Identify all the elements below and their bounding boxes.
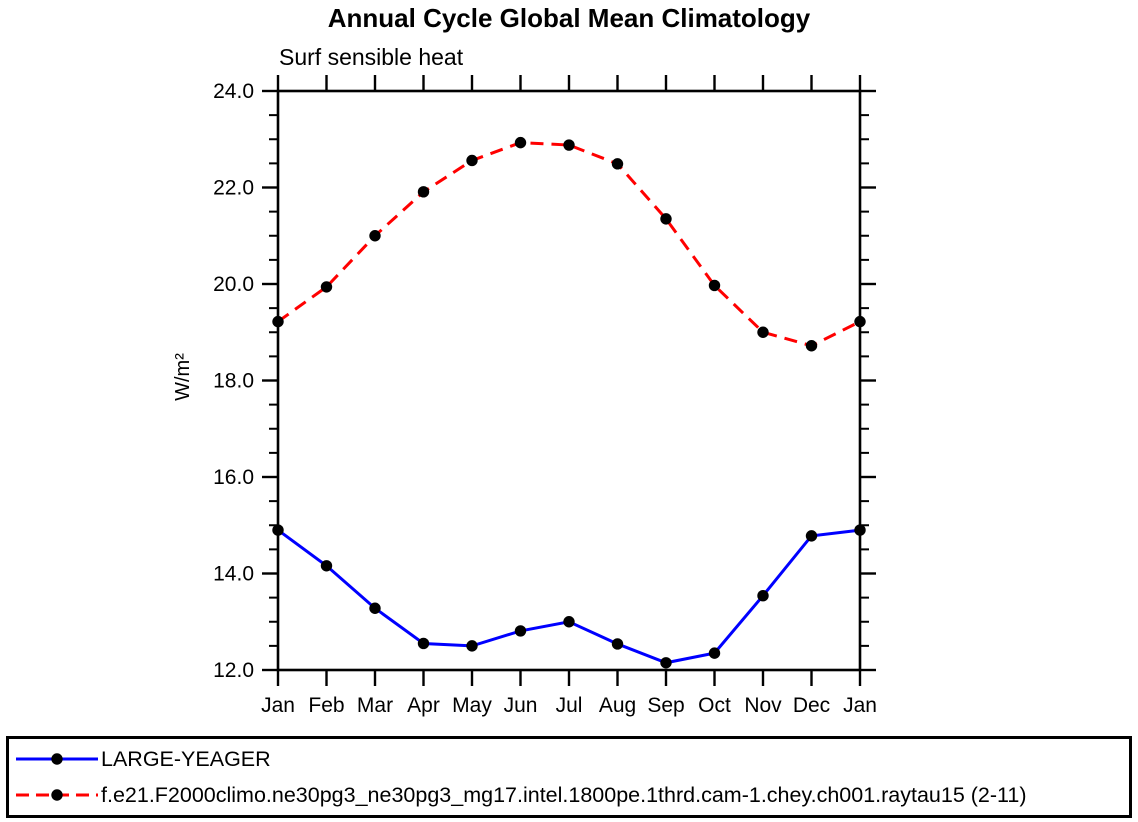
data-point-marker	[320, 560, 333, 572]
series-large-yeager	[272, 524, 866, 669]
series-f-e21-f2000climo-ne30pg3-ne30pg3-mg17-in	[272, 136, 866, 352]
data-point-marker	[854, 315, 866, 328]
data-point-marker	[514, 625, 527, 637]
x-tick-label: Apr	[407, 694, 440, 717]
chart-subtitle: Surf sensible heat	[279, 44, 464, 70]
data-point-marker	[660, 213, 672, 225]
x-tick-label: Jan	[843, 694, 877, 717]
data-point-marker	[805, 340, 818, 352]
data-point-marker	[854, 524, 866, 536]
y-tick-label: 18.0	[213, 370, 254, 393]
y-tick-label: 16.0	[213, 466, 254, 489]
data-point-marker	[272, 524, 284, 536]
data-point-marker	[466, 640, 478, 652]
legend-label: f.e21.F2000climo.ne30pg3_ne30pg3_mg17.in…	[101, 782, 1027, 807]
y-tick-label: 14.0	[213, 563, 254, 586]
x-tick-label: Feb	[308, 694, 344, 717]
data-point-marker	[369, 602, 381, 614]
legend-marker-dot	[51, 753, 63, 765]
y-tick-label: 20.0	[213, 273, 254, 296]
x-tick-label: Dec	[793, 694, 830, 717]
legend: LARGE-YEAGER f.e21.F2000climo.ne30pg3_ne…	[6, 736, 1132, 818]
data-point-marker	[611, 158, 624, 170]
data-point-marker	[563, 139, 575, 151]
x-tick-label: Jun	[504, 694, 538, 717]
data-point-marker	[708, 647, 721, 659]
axes: Jan Feb Mar Apr May Jun Jul Aug Sep Oct Nov Dec Jan 1…	[213, 75, 877, 717]
y-tick-label: 12.0	[213, 659, 254, 682]
series-line	[277, 528, 861, 665]
x-tick-label: Aug	[599, 694, 636, 717]
y-tick-label: 22.0	[213, 177, 254, 200]
x-tick-label: Jan	[261, 694, 295, 717]
x-tick-label: Sep	[647, 694, 684, 717]
x-tick-label: Mar	[357, 694, 393, 717]
legend-swatch-blue-solid-line	[16, 753, 98, 765]
data-point-marker	[708, 279, 721, 292]
series-line	[277, 141, 861, 348]
data-point-marker	[660, 657, 672, 669]
data-point-marker	[417, 637, 430, 650]
legend-item-model-run: f.e21.F2000climo.ne30pg3_ne30pg3_mg17.in…	[13, 777, 1125, 813]
data-point-marker	[466, 154, 478, 167]
data-point-marker	[563, 616, 575, 628]
data-point-marker	[320, 281, 333, 293]
y-tick-label: 24.0	[213, 80, 254, 103]
data-point-marker	[611, 638, 624, 650]
legend-label: LARGE-YEAGER	[101, 746, 271, 771]
data-point-marker	[805, 530, 818, 542]
data-point-marker	[757, 326, 769, 338]
data-point-marker	[369, 230, 381, 242]
x-tick-label: Nov	[744, 694, 782, 717]
x-tick-label: Oct	[698, 694, 731, 717]
data-point-marker	[757, 589, 769, 602]
data-point-marker	[272, 315, 284, 328]
data-point-marker	[514, 136, 527, 149]
data-point-marker	[417, 186, 430, 198]
legend-marker-dot	[51, 789, 63, 801]
legend-swatch-red-dashed-line	[16, 789, 98, 801]
chart-title: Annual Cycle Global Mean Climatology	[327, 3, 811, 33]
x-tick-label: Jul	[556, 694, 583, 717]
legend-item-large-yeager: LARGE-YEAGER	[13, 741, 1125, 777]
x-tick-label: May	[452, 694, 492, 717]
plot-area: Jan Feb Mar Apr May Jun Jul Aug Sep Oct Nov Dec Jan 1…	[213, 75, 877, 717]
